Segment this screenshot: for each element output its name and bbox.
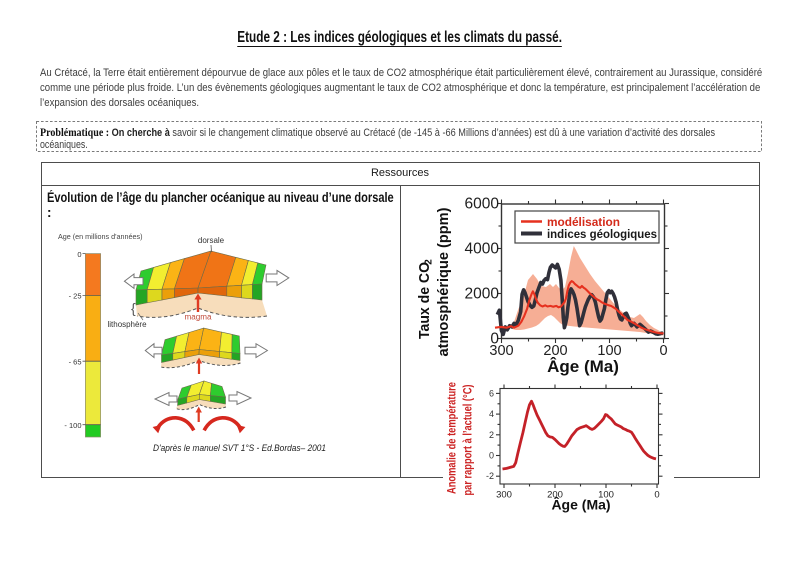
svg-text:6: 6 <box>489 388 494 398</box>
svg-text:0: 0 <box>489 451 494 461</box>
svg-text:magma: magma <box>185 313 213 322</box>
svg-text:{: { <box>131 300 136 316</box>
svg-text:0: 0 <box>490 331 499 348</box>
svg-text:par rapport à l’actuel (°C): par rapport à l’actuel (°C) <box>463 384 475 495</box>
svg-text:2: 2 <box>489 430 494 440</box>
svg-text:300: 300 <box>489 343 513 359</box>
svg-text:0: 0 <box>659 343 667 359</box>
svg-text:200: 200 <box>543 343 567 359</box>
svg-text:4000: 4000 <box>465 241 500 258</box>
svg-text:Âge (Ma): Âge (Ma) <box>547 357 619 376</box>
svg-text:2: 2 <box>424 259 435 265</box>
svg-text:0: 0 <box>77 250 81 259</box>
svg-text:200: 200 <box>547 490 563 501</box>
svg-text:dorsale: dorsale <box>198 236 225 245</box>
svg-text:0: 0 <box>654 490 659 501</box>
svg-text:indices géologiques: indices géologiques <box>547 229 657 241</box>
svg-text:- 25: - 25 <box>69 291 82 300</box>
svg-text:100: 100 <box>598 490 614 501</box>
svg-text:Âge (Ma): Âge (Ma) <box>551 496 610 513</box>
svg-text:300: 300 <box>496 490 512 501</box>
svg-text:2000: 2000 <box>465 286 500 303</box>
svg-text:- 65: - 65 <box>69 358 82 367</box>
svg-text:atmosphérique (ppm): atmosphérique (ppm) <box>435 207 452 356</box>
svg-text:4: 4 <box>489 409 494 419</box>
svg-text:- 100: - 100 <box>64 421 81 430</box>
svg-text:6000: 6000 <box>465 196 500 213</box>
svg-text:modélisation: modélisation <box>547 217 620 229</box>
svg-text:100: 100 <box>597 343 621 359</box>
svg-text:-2: -2 <box>486 471 494 481</box>
svg-text:D'après le manuel SVT 1°S - Ed: D'après le manuel SVT 1°S - Ed.Bordas– 2… <box>153 443 326 453</box>
svg-text:Taux de CO: Taux de CO <box>416 262 433 339</box>
svg-text:Anomalie de température: Anomalie de température <box>447 382 459 494</box>
svg-text:Age (en millions d'années): Age (en millions d'années) <box>58 232 142 241</box>
svg-text:lithosphère: lithosphère <box>108 320 148 329</box>
